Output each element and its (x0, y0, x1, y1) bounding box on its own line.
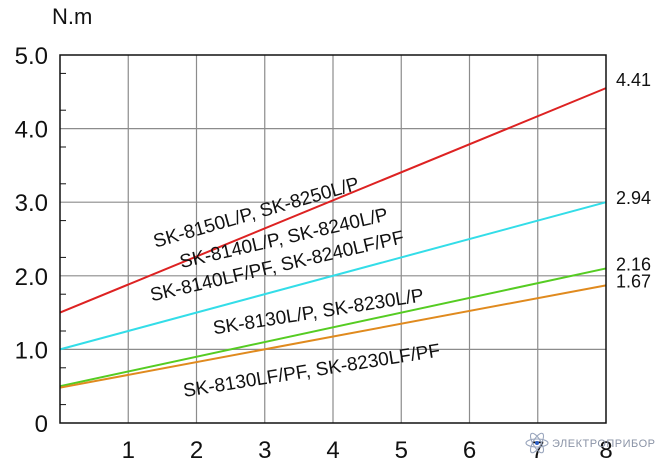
x-tick-label: 1 (122, 437, 135, 464)
x-tick-label: 6 (463, 437, 476, 464)
watermark: ЭЛЕКТРОПРИБОР (525, 432, 656, 454)
series-lines (59, 87, 607, 389)
y-tick-label: 4.0 (15, 117, 48, 144)
y-tick-label: 5.0 (15, 43, 48, 70)
y-axis-unit: N.m (52, 4, 92, 29)
series-line-4 (59, 284, 607, 389)
end-value-labels: 4.41 2.94 2.161.67 (616, 70, 651, 291)
series-line-1 (59, 87, 607, 314)
x-tick-label: 5 (395, 437, 408, 464)
y-tick-label: 0 (35, 411, 48, 438)
x-tick-label: 2 (190, 437, 203, 464)
y-tick-label: 2.0 (15, 264, 48, 291)
series-line-3 (59, 267, 607, 388)
x-tick-label: 3 (258, 437, 271, 464)
end-value-label: 4.41 (616, 70, 651, 90)
atom-logo-icon (525, 432, 549, 454)
plot-frame (59, 54, 607, 424)
end-value-label: 2.16 (616, 254, 651, 274)
y-axis-ticks: 0 1.0 2.0 3.0 4.0 5.0 (15, 43, 66, 438)
y-tick-label: 3.0 (15, 190, 48, 217)
series-line-2 (59, 201, 607, 351)
end-value-label: 2.94 (616, 188, 651, 208)
end-value-label: 1.67 (616, 271, 651, 291)
watermark-text: ЭЛЕКТРОПРИБОР (552, 438, 656, 450)
x-tick-label: 4 (326, 437, 339, 464)
x-tick-label: 8 (599, 437, 612, 464)
y-tick-label: 1.0 (15, 337, 48, 364)
